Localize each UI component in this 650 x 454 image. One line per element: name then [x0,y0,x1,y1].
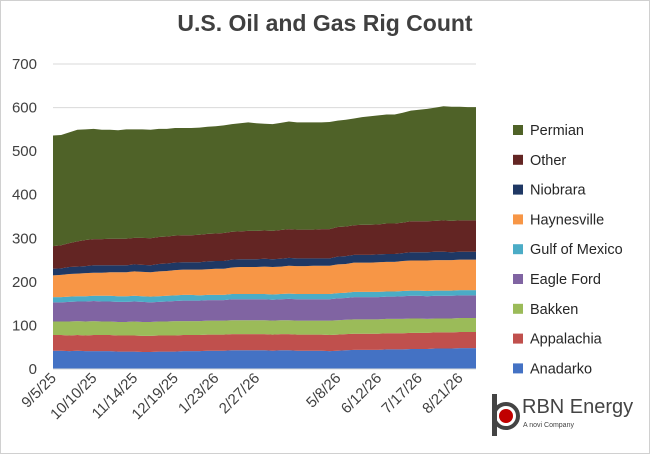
legend-swatch-haynesville [513,214,523,225]
legend-label-haynesville: Haynesville [530,212,604,228]
logo-tagline: A novi Company [523,422,574,429]
legend-label-bakken: Bakken [530,302,578,318]
legend-swatch-other [513,154,523,165]
legend-swatch-eagle-ford [513,274,523,284]
y-tick-label: 600 [12,100,37,117]
x-tick-label: 1/23/26 [175,370,222,417]
y-tick-label: 100 [12,317,37,334]
area-other [53,220,476,269]
area-niobrara [53,251,476,276]
legend-label-eagle-ford: Eagle Ford [530,272,601,288]
x-tick-label: 7/17/26 [378,370,425,417]
area-haynesville [53,259,476,298]
legend-swatch-appalachia [513,333,523,344]
stacked-areas [53,106,476,369]
legend-label-other: Other [530,153,566,169]
x-tick-label: 6/12/26 [338,370,385,417]
rbn-energy-logo: RBN Energy A novi Company [486,392,646,442]
chart-title: U.S. Oil and Gas Rig Count [177,10,473,36]
x-tick-label: 2/27/26 [216,370,263,417]
y-tick-label: 700 [12,56,37,73]
rbn-logo-icon [492,394,520,436]
area-appalachia [53,331,476,353]
area-permian [53,106,476,247]
area-anadarko [53,348,476,369]
legend-label-permian: Permian [530,123,584,139]
area-bakken [53,318,476,336]
legend-swatch-bakken [513,303,523,314]
y-tick-label: 300 [12,230,37,247]
area-gulf-of-mexico [53,290,476,303]
x-tick-label: 8/21/26 [419,370,466,417]
y-tick-label: 0 [29,361,37,378]
y-tick-label: 500 [12,143,37,160]
legend-label-anadarko: Anadarko [530,361,592,377]
legend-label-gulf-of-mexico: Gulf of Mexico [530,242,623,258]
legend-swatch-niobrara [513,184,523,195]
legend-swatch-anadarko [513,363,523,374]
legend-swatch-gulf-of-mexico [513,244,523,255]
area-eagle-ford [53,295,476,322]
y-tick-label: 400 [12,187,37,204]
y-tick-label: 200 [12,274,37,291]
legend-label-niobrara: Niobrara [530,183,587,199]
legend: Permian Other Niobrara Haynesville Gulf of M… [513,123,623,377]
legend-label-appalachia: Appalachia [530,332,603,348]
legend-swatch-permian [513,125,523,135]
logo-brand-text: RBN Energy [522,396,634,418]
